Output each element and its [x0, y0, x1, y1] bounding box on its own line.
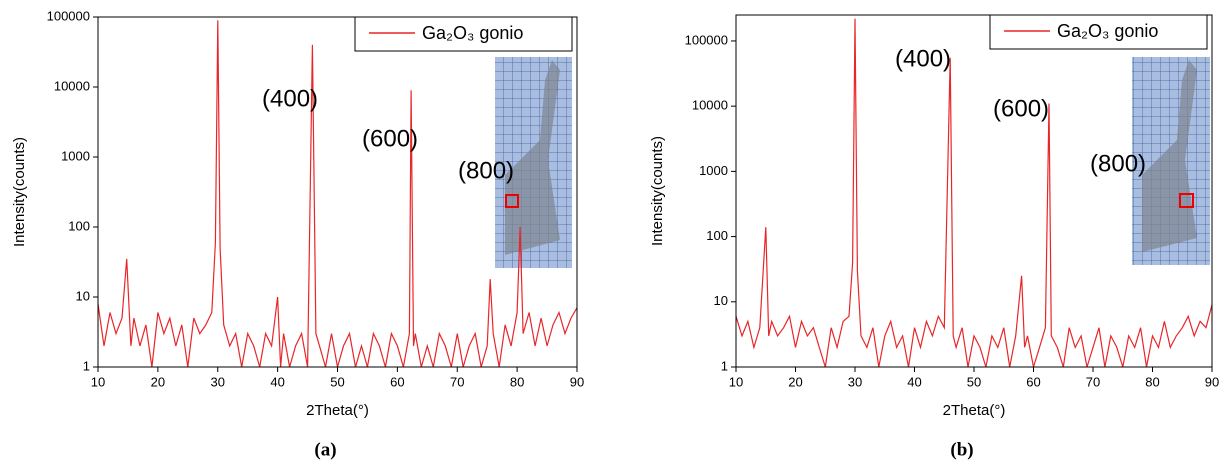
x-tick-label: 90 — [1205, 374, 1219, 389]
x-tick-label: 30 — [848, 374, 862, 389]
y-axis-label: Intensity(counts) — [649, 136, 666, 246]
inset-photo — [495, 57, 572, 268]
x-tick-label: 40 — [270, 374, 284, 389]
x-tick-label: 60 — [1026, 374, 1040, 389]
peak-annotation: (800) — [458, 157, 514, 184]
x-tick-label: 60 — [390, 374, 404, 389]
inset-photo — [1132, 57, 1210, 265]
y-axis-label: Intensity(counts) — [11, 137, 28, 247]
x-tick-label: 10 — [729, 374, 743, 389]
peak-annotation: (400) — [262, 85, 318, 112]
x-tick-label: 90 — [570, 374, 584, 389]
y-tick-label: 100000 — [685, 32, 728, 47]
peak-annotation: (400) — [895, 45, 951, 72]
y-tick-label: 10 — [714, 293, 728, 308]
x-tick-label: 30 — [211, 374, 225, 389]
y-tick-label: 100 — [68, 218, 90, 233]
data-line — [97, 20, 578, 368]
peak-annotation: (600) — [362, 125, 418, 152]
y-tick-label: 1000 — [61, 148, 90, 163]
y-tick-label: 100000 — [47, 8, 90, 23]
x-tick-label: 80 — [1145, 374, 1159, 389]
y-tick-label: 10000 — [692, 98, 728, 113]
x-tick-label: 50 — [967, 374, 981, 389]
y-tick-label: 100 — [706, 228, 728, 243]
x-tick-label: 70 — [1086, 374, 1100, 389]
x-axis-label: 2Theta(°) — [306, 402, 369, 419]
y-tick-label: 1 — [83, 358, 90, 373]
y-tick-label: 10 — [76, 288, 90, 303]
x-tick-label: 80 — [510, 374, 524, 389]
legend-box — [354, 16, 573, 52]
panel-caption: (b) — [950, 439, 973, 460]
x-tick-label: 10 — [91, 374, 105, 389]
legend-label: Ga₂O₃ gonio — [422, 23, 523, 43]
x-tick-label: 20 — [151, 374, 165, 389]
x-tick-label: 20 — [788, 374, 802, 389]
x-tick-label: 40 — [907, 374, 921, 389]
x-tick-label: 70 — [450, 374, 464, 389]
y-tick-label: 10000 — [54, 78, 90, 93]
panel-caption: (a) — [314, 439, 336, 460]
peak-annotation: (800) — [1090, 150, 1146, 177]
legend-label: Ga₂O₃ gonio — [1057, 21, 1158, 41]
y-tick-label: 1 — [721, 358, 728, 373]
x-tick-label: 50 — [330, 374, 344, 389]
y-tick-label: 1000 — [699, 163, 728, 178]
x-axis-label: 2Theta(°) — [943, 402, 1006, 419]
peak-annotation: (600) — [993, 95, 1049, 122]
